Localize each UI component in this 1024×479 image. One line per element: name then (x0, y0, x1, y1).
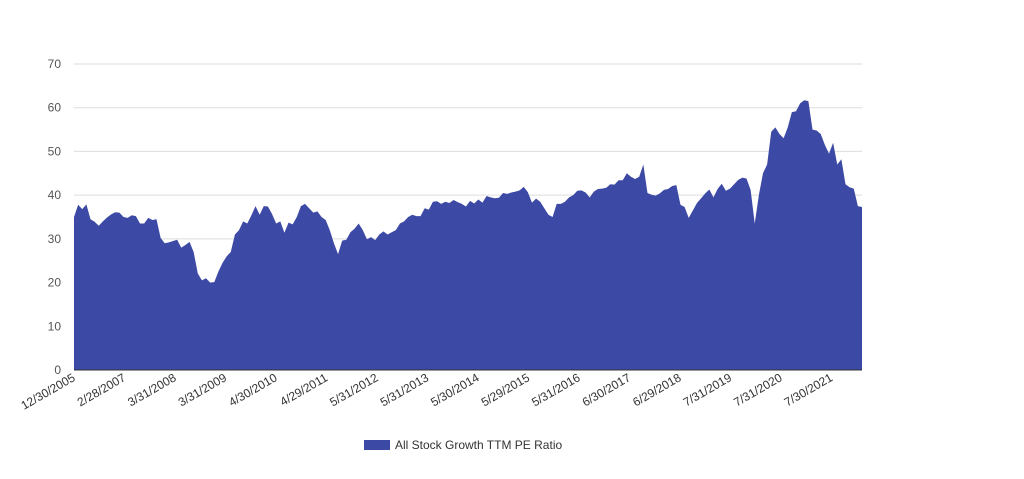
x-tick-label: 12/30/2005 (18, 370, 77, 412)
y-tick-label: 70 (48, 57, 62, 71)
y-tick-label: 50 (48, 144, 62, 158)
y-tick-label: 40 (48, 188, 62, 202)
x-tick-label: 4/30/2010 (226, 370, 280, 409)
x-tick-label: 4/29/2011 (278, 370, 331, 409)
y-tick-label: 20 (48, 276, 62, 290)
x-tick-label: 3/31/2008 (125, 370, 179, 409)
y-tick-label: 10 (48, 319, 62, 333)
y-tick-label: 0 (54, 363, 61, 377)
x-tick-label: 6/29/2018 (630, 370, 684, 409)
legend: All Stock Growth TTM PE Ratio (364, 438, 562, 452)
x-tick-label: 7/31/2019 (681, 370, 735, 409)
y-tick-label: 30 (48, 232, 62, 246)
x-tick-label: 2/28/2007 (75, 370, 129, 409)
x-tick-label: 5/29/2015 (479, 370, 533, 409)
x-tick-label: 5/31/2013 (378, 370, 432, 409)
x-tick-label: 6/30/2017 (580, 370, 634, 409)
x-tick-label: 5/31/2012 (327, 370, 381, 409)
y-tick-label: 60 (48, 101, 62, 115)
x-axis-ticks: 12/30/20052/28/20073/31/20083/31/20094/3… (18, 370, 835, 412)
legend-swatch (364, 440, 390, 450)
x-tick-label: 7/31/2020 (731, 370, 785, 409)
y-axis-ticks: 0 10 20 30 40 50 60 70 (48, 57, 62, 377)
x-tick-label: 7/30/2021 (782, 370, 836, 409)
x-tick-label: 5/31/2016 (529, 370, 583, 409)
legend-label: All Stock Growth TTM PE Ratio (395, 438, 562, 452)
x-tick-label: 5/30/2014 (428, 370, 482, 409)
x-tick-label: 3/31/2009 (176, 370, 230, 409)
series-area (74, 100, 862, 370)
